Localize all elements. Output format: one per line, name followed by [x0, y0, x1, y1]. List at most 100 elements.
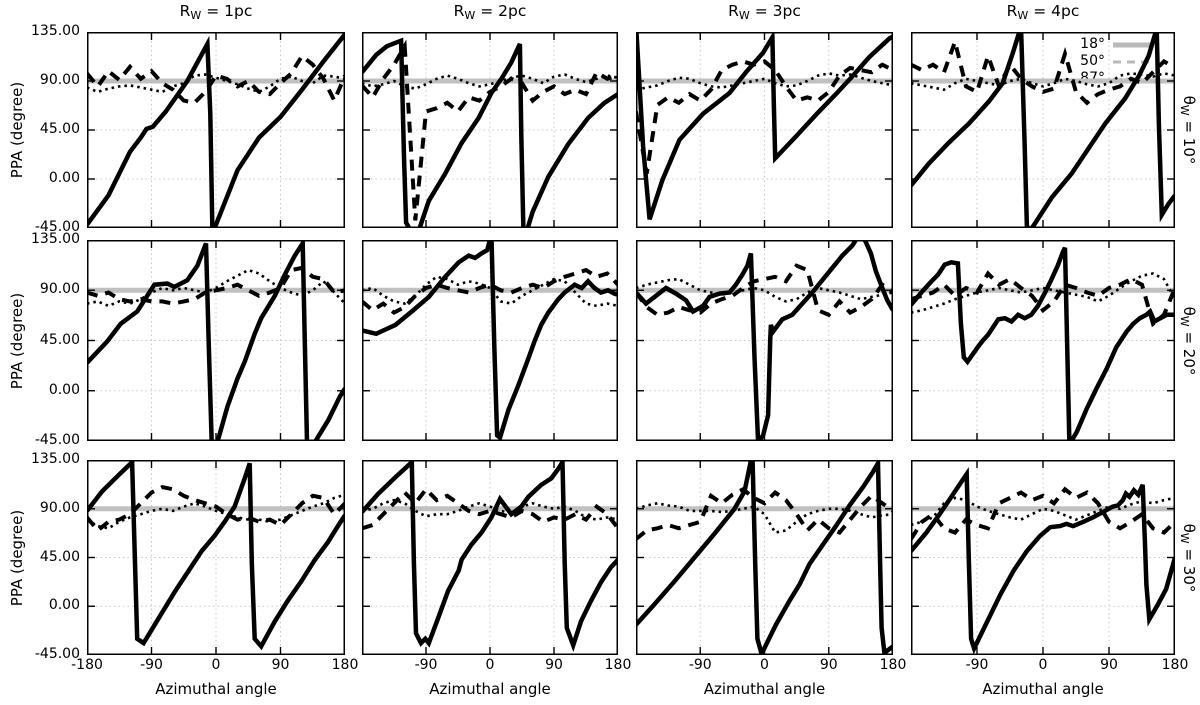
- series-dotted-87deg: [87, 268, 345, 308]
- series-dotted-87deg: [87, 493, 345, 530]
- series-solid-18deg: [362, 460, 618, 653]
- panel-border: [911, 460, 1175, 655]
- series-solid-18deg: [911, 32, 1175, 228]
- x-axis-label: Azimuthal angle: [982, 680, 1104, 698]
- x-tick-label: -90: [688, 657, 712, 673]
- row-label-wrap: θW = 20°: [1176, 240, 1200, 441]
- x-tick-label: 90: [819, 657, 838, 673]
- x-tick-label: 0: [211, 657, 221, 673]
- column-title: RW = 1pc: [179, 2, 253, 22]
- plot-panel-rw-3pc-thetaw-10°: [636, 32, 893, 228]
- plot-panel-rw-3pc-thetaw-20°: [636, 240, 893, 441]
- panel-border: [911, 240, 1175, 441]
- panel-border: [87, 32, 345, 228]
- series-dashed-50deg: [87, 485, 345, 534]
- x-tick-label: 0: [485, 657, 495, 673]
- series-dotted-87deg: [911, 272, 1175, 314]
- panel-border: [362, 240, 618, 441]
- y-tick-label: -45.00: [34, 219, 80, 235]
- y-tick-label: 0.00: [48, 597, 80, 614]
- x-tick-label: 90: [545, 657, 563, 673]
- legend-label: 50°: [1080, 53, 1105, 69]
- row-label: θW = 20°: [1178, 306, 1198, 375]
- x-axis-label: Azimuthal angle: [703, 680, 826, 698]
- x-tick-label: 180: [1161, 657, 1189, 673]
- y-tick-label: 90.00: [39, 281, 80, 298]
- x-tick-label: -90: [414, 657, 438, 673]
- x-tick-label: 180: [604, 657, 632, 673]
- y-tick-label: 135.00: [31, 23, 80, 39]
- x-tick-label: -90: [140, 657, 163, 673]
- plot-panel-rw-4pc-thetaw-30°: [911, 460, 1175, 655]
- y-tick-label: -45.00: [34, 432, 80, 448]
- y-tick-label: 45.00: [39, 331, 80, 348]
- y-tick-label: 135.00: [31, 451, 80, 467]
- x-axis-label: Azimuthal angle: [155, 680, 277, 698]
- series-solid-18deg: [911, 246, 1175, 441]
- series-dotted-87deg: [362, 498, 618, 521]
- series-solid-18deg: [911, 467, 1175, 655]
- y-tick-label: -45.00: [34, 646, 80, 662]
- y-tick-label: 135.00: [31, 231, 80, 247]
- series-dotted-87deg: [911, 496, 1175, 527]
- column-title: RW = 2pc: [453, 2, 527, 22]
- series-solid-18deg: [87, 32, 345, 228]
- series-solid-18deg: [636, 460, 893, 655]
- y-tick-label: 0.00: [48, 381, 80, 398]
- panel-border: [636, 240, 893, 441]
- plot-panel-rw-1pc-thetaw-20°: [87, 240, 345, 441]
- plot-panel-rw-2pc-thetaw-20°: [362, 240, 618, 441]
- column-title: RW = 4pc: [1006, 2, 1080, 22]
- series-dotted-87deg: [636, 72, 893, 91]
- x-tick-label: 0: [1038, 657, 1048, 673]
- row-label: θW = 10°: [1178, 95, 1198, 165]
- x-tick-label: 180: [879, 657, 907, 673]
- legend-label: 18°: [1080, 36, 1105, 52]
- panel-border: [87, 240, 345, 441]
- series-dashed-50deg: [636, 59, 893, 174]
- series-solid-18deg: [362, 37, 618, 228]
- plot-panel-rw-2pc-thetaw-30°: [362, 460, 618, 655]
- panel-border: [636, 32, 893, 228]
- y-tick-label: 45.00: [39, 121, 80, 137]
- x-tick-label: 90: [1100, 657, 1118, 673]
- series-dashed-50deg: [636, 486, 893, 541]
- series-solid-18deg: [362, 240, 618, 441]
- x-tick-label: -90: [965, 657, 989, 673]
- column-title: RW = 3pc: [728, 2, 801, 22]
- series-solid-18deg: [636, 32, 893, 220]
- legend-solid-line-sample: [1113, 42, 1151, 48]
- row-label-wrap: θW = 10°: [1176, 32, 1200, 228]
- y-tick-label: 45.00: [39, 548, 80, 565]
- y-tick-label: 90.00: [39, 72, 80, 88]
- series-dotted-87deg: [87, 73, 345, 94]
- plot-panel-rw-3pc-thetaw-30°: [636, 460, 893, 655]
- legend-entry: 18°: [1020, 36, 1152, 53]
- row-label-wrap: θW = 30°: [1176, 460, 1200, 655]
- plot-panel-rw-4pc-thetaw-20°: [911, 240, 1175, 441]
- series-dotted-87deg: [636, 501, 893, 535]
- x-tick-label: 180: [331, 657, 359, 673]
- y-tick-label: 0.00: [48, 170, 80, 186]
- series-solid-18deg: [636, 240, 893, 441]
- series-dotted-87deg: [911, 72, 1175, 92]
- x-tick-label: 0: [760, 657, 769, 673]
- x-tick-label: 90: [271, 657, 290, 673]
- plot-panel-rw-1pc-thetaw-10°: [87, 32, 345, 228]
- series-dashed-50deg: [636, 263, 893, 318]
- panel-border: [636, 460, 893, 655]
- row-label: θW = 30°: [1178, 523, 1198, 592]
- series-dashed-50deg: [911, 34, 1175, 106]
- x-axis-label: Azimuthal angle: [429, 680, 551, 698]
- panel-border: [911, 32, 1175, 228]
- series-solid-18deg: [87, 240, 345, 441]
- series-dashed-50deg: [87, 53, 345, 106]
- y-tick-label: 90.00: [39, 499, 80, 516]
- series-dashed-50deg: [911, 486, 1175, 541]
- x-tick-label: -180: [71, 657, 103, 673]
- series-solid-18deg: [87, 460, 345, 651]
- series-dashed-50deg: [911, 270, 1175, 328]
- panel-border: [362, 460, 618, 655]
- plot-panel-rw-4pc-thetaw-10°: [911, 32, 1175, 228]
